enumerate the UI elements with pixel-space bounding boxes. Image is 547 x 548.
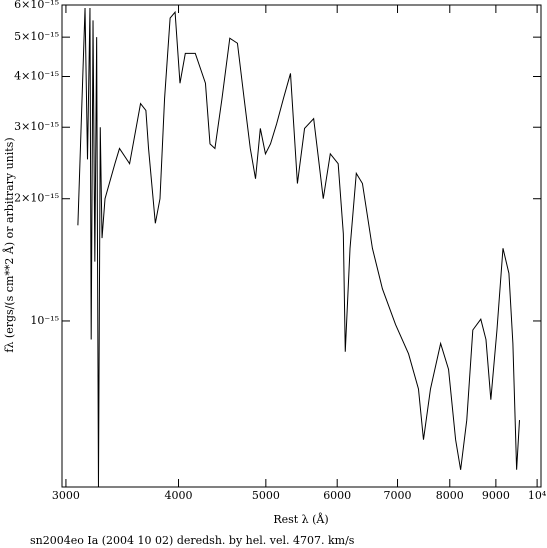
y-tick-label: 10⁻¹⁵ [30, 314, 59, 327]
x-tick-label: 5000 [252, 489, 280, 502]
y-tick-label: 4×10⁻¹⁵ [14, 69, 59, 82]
x-tick-label: 3000 [52, 489, 80, 502]
y-tick-label: 5×10⁻¹⁵ [14, 30, 59, 43]
y-tick-label: 2×10⁻¹⁵ [14, 192, 59, 205]
x-tick-label: 10⁴ [528, 489, 547, 502]
x-axis-label: Rest λ (Å) [273, 512, 328, 526]
plot-frame [61, 4, 542, 488]
x-tick-label: 8000 [436, 489, 464, 502]
y-tick-label: 6×10⁻¹⁵ [14, 0, 59, 11]
caption: sn2004eo Ia (2004 10 02) deredsh. by hel… [30, 534, 355, 547]
x-tick-label: 9000 [482, 489, 510, 502]
x-tick-label: 7000 [384, 489, 412, 502]
x-tick-label: 6000 [323, 489, 351, 502]
x-tick-label: 4000 [165, 489, 193, 502]
y-tick-label: 3×10⁻¹⁵ [14, 120, 59, 133]
y-axis-label: fλ (ergs/(s cm**2 Å) or arbitrary units) [2, 137, 16, 352]
spectrum-line [77, 7, 520, 487]
